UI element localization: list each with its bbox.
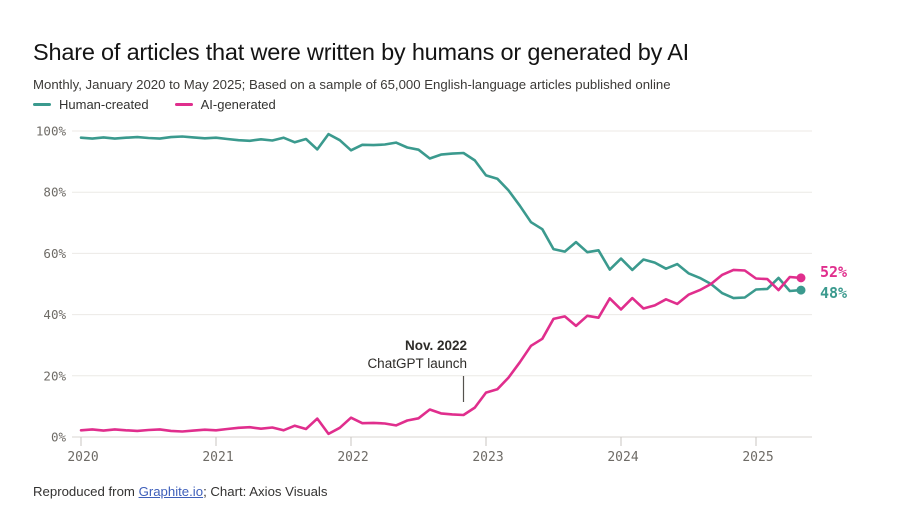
series-end-dot-human-created (796, 285, 806, 295)
y-tick-label: 40% (43, 307, 66, 322)
source-prefix: Reproduced from (33, 484, 139, 499)
x-tick-label: 2023 (472, 450, 503, 465)
y-tick-label: 0% (51, 430, 67, 445)
human-created-swatch-icon (33, 102, 51, 107)
y-tick-label: 20% (43, 368, 66, 383)
legend-item-human-created: Human-created (33, 97, 149, 112)
annotation-label: ChatGPT launch (367, 356, 467, 371)
x-tick-label: 2020 (67, 450, 98, 465)
legend: Human-created AI-generated (33, 97, 276, 112)
y-tick-label: 100% (36, 124, 67, 139)
series-line-ai-generated (79, 268, 803, 436)
series-end-label-human-created: 48% (820, 284, 847, 302)
ai-generated-swatch-icon (174, 102, 193, 107)
series-end-label-ai-generated: 52% (820, 263, 847, 281)
annotation-title: Nov. 2022 (405, 338, 467, 353)
x-tick-label: 2021 (202, 450, 233, 465)
legend-label: Human-created (59, 97, 149, 112)
x-tick-label: 2024 (607, 450, 638, 465)
series-line-human-created (79, 132, 803, 300)
y-tick-label: 80% (43, 185, 66, 200)
x-tick-label: 2022 (337, 450, 368, 465)
x-tick-label: 2025 (742, 450, 773, 465)
source-line: Reproduced from Graphite.io; Chart: Axio… (33, 484, 327, 499)
chart-subtitle: Monthly, January 2020 to May 2025; Based… (33, 77, 671, 93)
legend-label: AI-generated (200, 97, 276, 112)
y-tick-label: 60% (43, 246, 66, 261)
source-suffix: ; Chart: Axios Visuals (203, 484, 328, 499)
legend-item-ai-generated: AI-generated (174, 97, 276, 112)
chart-title: Share of articles that were written by h… (33, 38, 689, 65)
graphite-link[interactable]: Graphite.io (138, 484, 204, 499)
series-end-dot-ai-generated (796, 273, 806, 283)
